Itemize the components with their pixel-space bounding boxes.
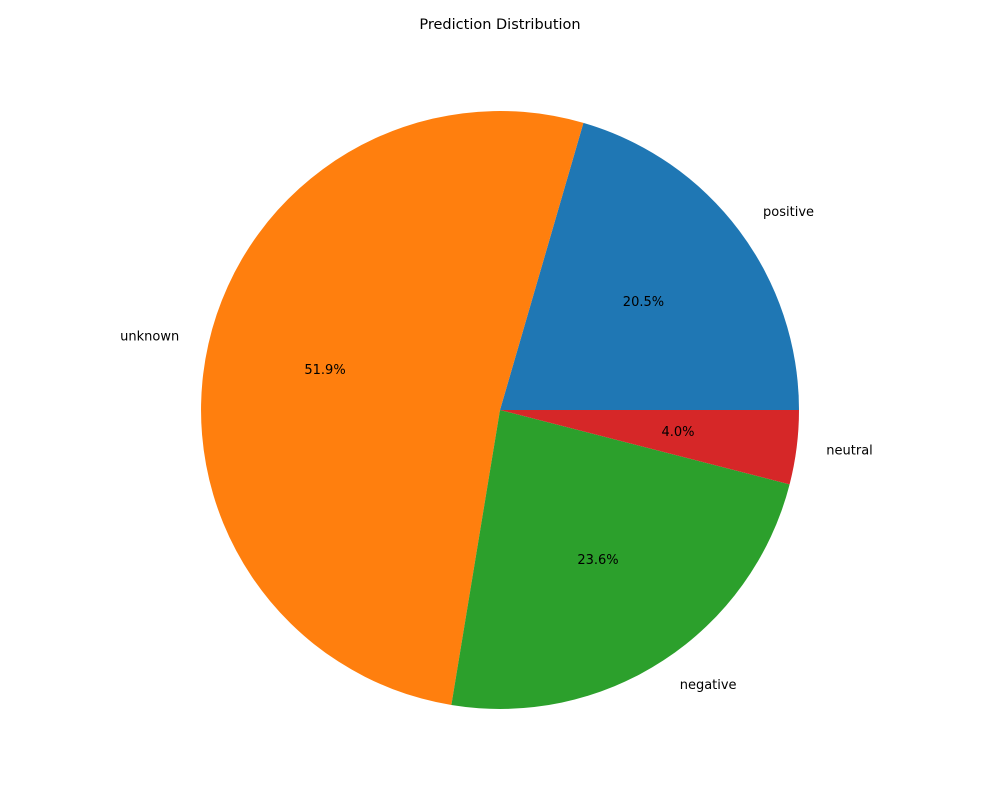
slice-label-unknown: unknown	[120, 330, 179, 345]
chart-title: Prediction Distribution	[419, 17, 580, 33]
slice-pct-label-negative: 23.6%	[577, 553, 618, 568]
slice-pct-label-positive: 20.5%	[623, 295, 664, 310]
pie-slice-negative	[451, 410, 790, 710]
pie-slice-neutral	[500, 410, 799, 485]
slice-label-negative: negative	[680, 678, 737, 693]
pie-slice-positive	[500, 122, 799, 411]
pie-slices	[201, 111, 799, 710]
pie-labels: positive 20.5% unknown 51.9% negative 23.6% ne…	[120, 205, 873, 693]
pie-slice-unknown	[201, 111, 584, 706]
slice-pct-label-unknown: 51.9%	[304, 363, 345, 378]
slice-label-positive: positive	[763, 205, 814, 220]
slice-pct-label-neutral: 4.0%	[661, 425, 694, 440]
slice-label-neutral: neutral	[826, 444, 873, 459]
